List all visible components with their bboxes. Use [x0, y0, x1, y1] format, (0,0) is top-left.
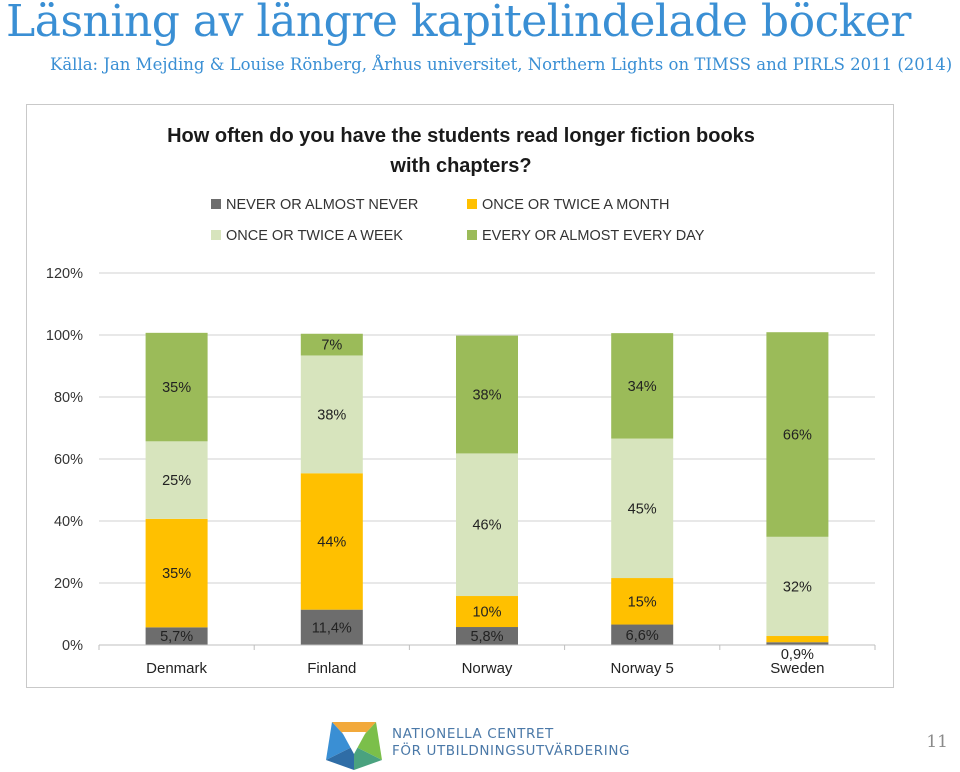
chart-title-line-2: with chapters? — [389, 155, 531, 177]
data-label-5-4: 66% — [783, 428, 812, 444]
bar-3-series-3 — [456, 453, 518, 597]
x-category-label-2: Finland — [307, 660, 356, 677]
chart-title-line-1: How often do you have the students read … — [167, 125, 755, 147]
bar-1-series-2 — [145, 518, 208, 628]
x-category-label-3: Norway — [462, 660, 513, 677]
bar-3-series-4 — [456, 335, 518, 454]
logo-text-line2: FÖR UTBILDNINGSUTVÄRDERING — [392, 743, 631, 759]
bar-5-series-1 — [766, 642, 829, 645]
data-label-4-1: 6,6% — [626, 628, 659, 644]
data-label-3-1: 5,8% — [470, 629, 503, 645]
bar-4-series-3 — [611, 438, 674, 579]
legend-label-1: NEVER OR ALMOST NEVER — [226, 197, 418, 213]
legend-swatch-1 — [211, 199, 221, 209]
data-label-1-4: 35% — [162, 380, 191, 396]
x-category-label-5: Sweden — [770, 660, 824, 677]
stacked-bar-chart: How often do you have the students read … — [46, 125, 876, 677]
y-tick-label-60pct: 60% — [54, 452, 83, 468]
y-tick-label-40pct: 40% — [54, 514, 83, 530]
slide-title: Läsning av längre kapitelindelade böcker — [6, 0, 911, 47]
bar-5-series-2 — [766, 636, 829, 643]
y-tick-label-100pct: 100% — [46, 328, 83, 344]
y-tick-label-120pct: 120% — [46, 266, 83, 282]
bar-4-series-2 — [611, 578, 674, 625]
legend-label-4: EVERY OR ALMOST EVERY DAY — [482, 228, 705, 244]
y-tick-label-20pct: 20% — [54, 576, 83, 592]
data-label-2-3: 38% — [317, 407, 346, 423]
x-category-label-1: Denmark — [146, 660, 207, 677]
bar-1-series-3 — [145, 441, 208, 519]
data-label-5-1: 0,9% — [781, 647, 814, 663]
bar-2-series-4 — [300, 333, 363, 356]
data-label-1-1: 5,7% — [160, 629, 193, 645]
bar-4-series-1 — [611, 624, 674, 645]
x-category-label-4: Norway 5 — [611, 660, 674, 677]
nationella-centret-logo — [326, 722, 382, 770]
data-label-3-2: 10% — [472, 605, 501, 621]
data-label-4-2: 15% — [628, 594, 657, 610]
bar-5-series-3 — [766, 536, 829, 637]
data-label-2-1: 11,4% — [312, 620, 352, 636]
data-label-1-2: 35% — [162, 566, 191, 582]
bar-5-series-4 — [766, 332, 829, 537]
legend-swatch-3 — [211, 230, 221, 240]
bar-3-series-1 — [456, 627, 518, 645]
data-label-2-2: 44% — [317, 534, 346, 550]
data-label-4-3: 45% — [628, 501, 657, 517]
data-label-2-4: 7% — [321, 338, 342, 354]
page-number: 11 — [926, 732, 948, 752]
data-label-4-4: 34% — [628, 379, 657, 395]
data-label-3-4: 38% — [472, 388, 501, 404]
legend-label-3: ONCE OR TWICE A WEEK — [226, 228, 403, 244]
bar-3-series-2 — [456, 596, 518, 628]
data-label-1-3: 25% — [162, 473, 191, 489]
bar-2-series-3 — [300, 355, 363, 474]
legend-swatch-2 — [467, 199, 477, 209]
bar-1-series-1 — [145, 627, 208, 645]
logo-text-line1: NATIONELLA CENTRET — [392, 726, 554, 742]
bar-1-series-4 — [145, 332, 208, 442]
y-tick-label-0pct: 0% — [62, 638, 83, 654]
bar-2-series-1 — [300, 609, 363, 645]
data-label-5-3: 32% — [783, 579, 812, 595]
y-tick-label-80pct: 80% — [54, 390, 83, 406]
data-label-3-3: 46% — [472, 518, 501, 534]
legend-label-2: ONCE OR TWICE A MONTH — [482, 197, 669, 213]
slide-source: Källa: Jan Mejding & Louise Rönberg, Årh… — [50, 55, 953, 74]
chart-frame: How often do you have the students read … — [26, 104, 894, 688]
legend-swatch-4 — [467, 230, 477, 240]
bar-4-series-4 — [611, 333, 674, 439]
bar-2-series-2 — [300, 473, 363, 610]
